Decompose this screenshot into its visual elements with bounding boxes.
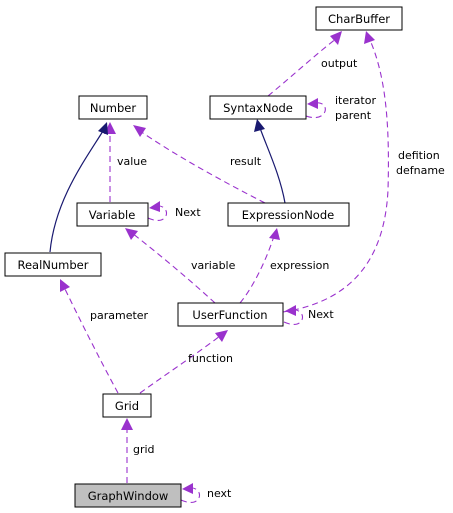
- edge-realnumber-number: [49, 130, 104, 253]
- label-parent: parent: [335, 109, 372, 122]
- node-syntaxnode-label: SyntaxNode: [223, 101, 293, 115]
- arrowhead-variable-next: [149, 201, 160, 212]
- label-next: next: [207, 487, 232, 500]
- label-function: function: [188, 352, 233, 365]
- label-defition: defition: [398, 149, 440, 162]
- node-graphwindow[interactable]: GraphWindow: [74, 483, 182, 508]
- arrowhead-result: [133, 125, 146, 137]
- edge-syntaxnode-charbuffer: [267, 37, 338, 97]
- label-expression: expression: [270, 259, 329, 272]
- node-expressionnode[interactable]: ExpressionNode: [227, 202, 350, 227]
- edge-expressionnode-syntaxnode: [259, 127, 286, 204]
- arrowhead-defition: [364, 31, 375, 44]
- node-userfunction[interactable]: UserFunction: [177, 302, 284, 327]
- edge-expressionnode-number: [139, 130, 266, 204]
- node-realnumber-label: RealNumber: [18, 258, 89, 272]
- label-result: result: [230, 155, 262, 168]
- arrowhead-grid: [121, 418, 133, 430]
- arrowhead-variable: [125, 228, 138, 240]
- arrowhead-iterator: [307, 98, 318, 109]
- arrowhead-userfunction-next: [285, 305, 296, 316]
- arrowhead-function: [215, 330, 228, 342]
- node-variable-label: Variable: [89, 208, 136, 222]
- label-parameter: parameter: [90, 309, 149, 322]
- edge-syntaxnode-self: [305, 102, 326, 119]
- node-charbuffer-label: CharBuffer: [328, 12, 390, 26]
- node-grid-label: Grid: [115, 399, 139, 413]
- label-variable: variable: [191, 259, 236, 272]
- node-realnumber[interactable]: RealNumber: [4, 252, 102, 277]
- arrowhead-inherit-syntaxnode: [254, 119, 265, 132]
- arrowhead-parameter: [60, 279, 70, 292]
- edge-userfunction-variable: [131, 232, 216, 304]
- edge-userfunction-expressionnode: [239, 235, 275, 304]
- node-graphwindow-label: GraphWindow: [88, 489, 169, 503]
- arrowhead-output: [330, 31, 342, 45]
- node-number-label: Number: [90, 101, 136, 115]
- label-output: output: [321, 57, 358, 70]
- arrowhead-expression: [269, 228, 280, 240]
- node-expressionnode-label: ExpressionNode: [242, 208, 334, 222]
- label-value: value: [117, 155, 147, 168]
- label-grid: grid: [133, 443, 155, 456]
- node-variable[interactable]: Variable: [76, 202, 149, 227]
- label-userfunction-next: Next: [308, 308, 334, 321]
- label-iterator: iterator: [335, 94, 376, 107]
- node-number[interactable]: Number: [78, 95, 148, 120]
- edge-userfunction-charbuffer: [282, 39, 389, 313]
- node-charbuffer[interactable]: CharBuffer: [315, 6, 403, 31]
- label-defname: defname: [396, 164, 445, 177]
- arrowhead-graphwindow-next: [182, 483, 193, 494]
- node-grid[interactable]: Grid: [102, 393, 152, 418]
- edge-grid-realnumber: [63, 286, 119, 394]
- node-syntaxnode[interactable]: SyntaxNode: [209, 95, 307, 120]
- node-userfunction-label: UserFunction: [192, 308, 267, 322]
- label-variable-next: Next: [175, 206, 201, 219]
- arrowhead-inherit-number: [98, 122, 108, 135]
